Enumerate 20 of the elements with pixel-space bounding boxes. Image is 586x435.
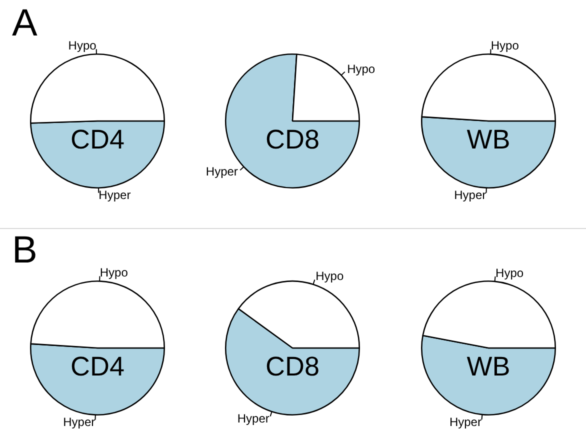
slice-label: Hypo: [496, 266, 524, 280]
slice-label: Hyper: [206, 164, 238, 179]
slice-label: Hypo: [347, 62, 376, 76]
text: CD4: [70, 351, 125, 382]
slice-label: Hyper: [237, 412, 270, 426]
text: A: [12, 2, 38, 44]
slice-label: Hyper: [98, 188, 131, 202]
slice-label: Hypo: [100, 266, 128, 280]
slice-label: Hypo: [490, 38, 520, 52]
text: WB: [466, 351, 510, 382]
slice-label: Hyper: [454, 188, 486, 202]
text: CD8: [265, 351, 320, 382]
slice-label: Hyper: [63, 415, 96, 430]
text: CD8: [265, 124, 320, 154]
slice-label: Hyper: [449, 414, 482, 429]
text: CD4: [70, 124, 125, 154]
slice-label: Hypo: [68, 38, 97, 52]
text: WB: [466, 124, 510, 154]
text: B: [12, 229, 38, 272]
slice-label: Hypo: [316, 269, 344, 284]
